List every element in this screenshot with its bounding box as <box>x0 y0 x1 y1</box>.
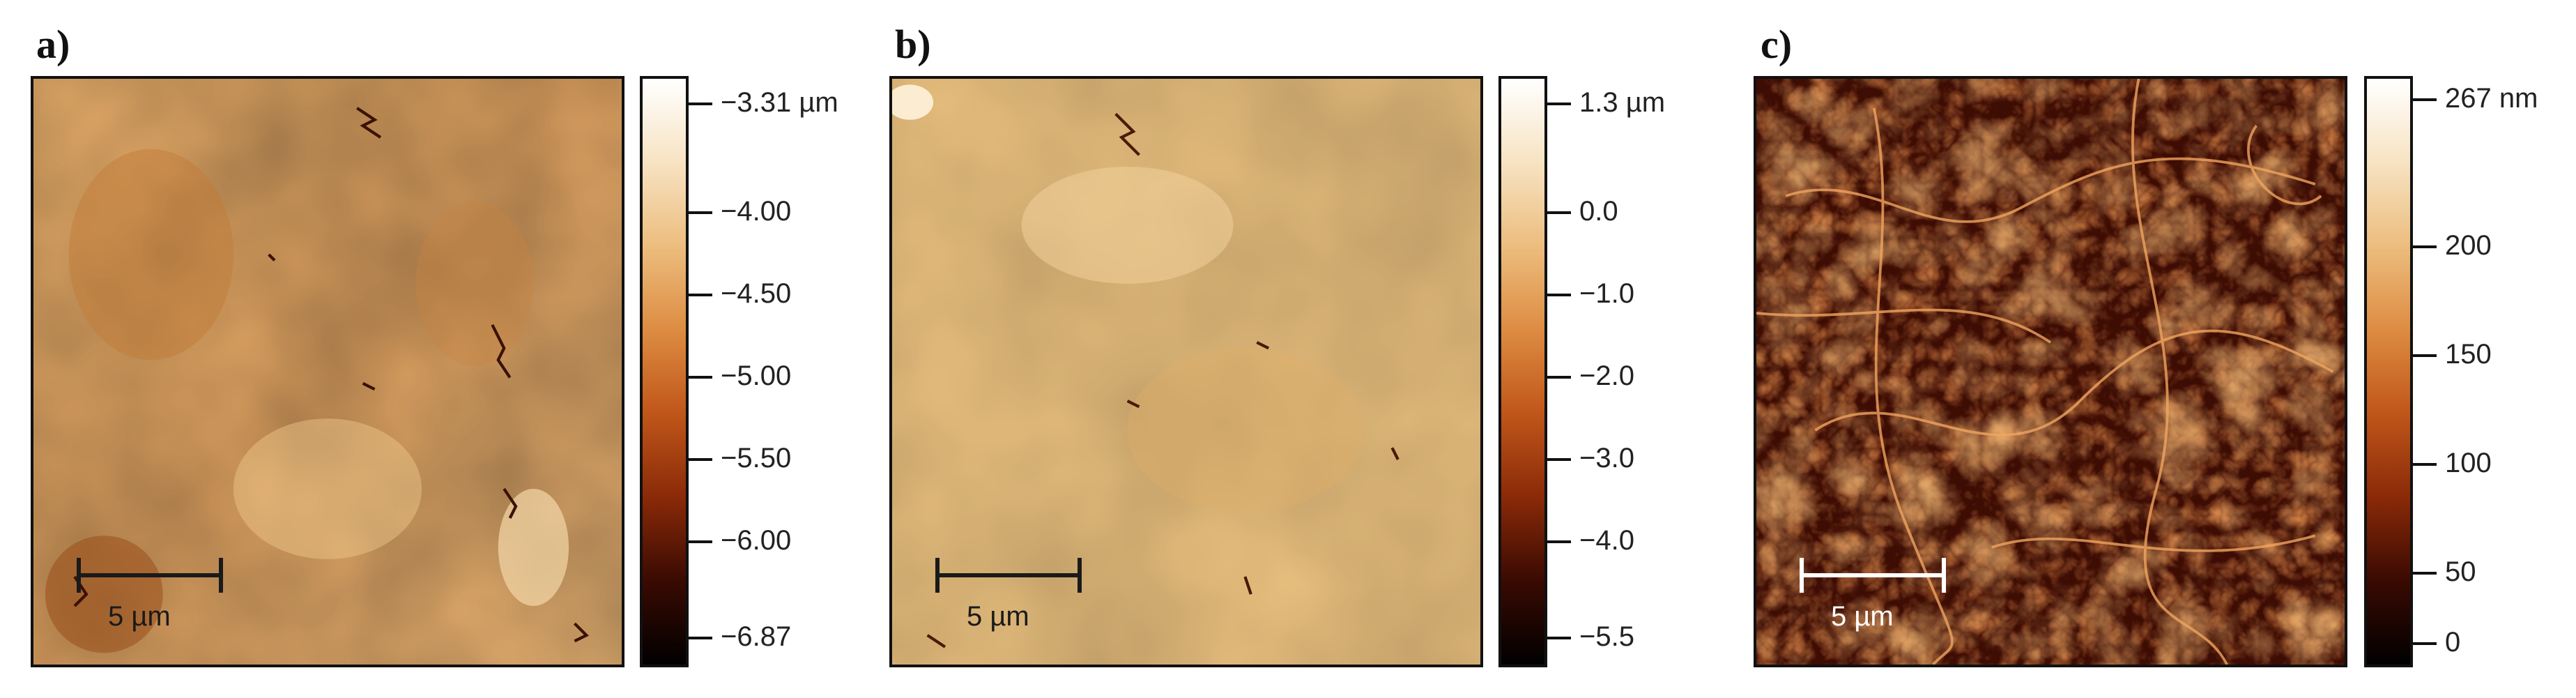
colorbar-ticks-c: 267 nm 200 150 100 50 0 <box>2412 76 2572 667</box>
panel-a: a) 5 µm <box>0 0 859 698</box>
panel-b: b) 5 µm 1.3 µm 0.0 −1.0 −2.0 −3.0 −4.0 <box>859 0 1717 698</box>
colorbar-a <box>640 76 689 667</box>
scale-bar-label: 5 µm <box>1831 601 1894 632</box>
colorbar-b <box>1498 76 1547 667</box>
afm-height-image-a <box>31 76 624 667</box>
colorbar-ticks-b: 1.3 µm 0.0 −1.0 −2.0 −3.0 −4.0 −5.5 <box>1546 76 1706 667</box>
colorbar-ticks-a: −3.31 µm −4.00 −4.50 −5.00 −5.50 −6.00 −… <box>687 76 848 667</box>
scale-bar-label: 5 µm <box>967 601 1029 632</box>
panel-label: a) <box>36 22 70 67</box>
panel-c: c) 5 µm 267 nm 200 150 10 <box>1717 0 2576 698</box>
scale-bar-label: 5 µm <box>108 601 171 632</box>
panel-label: c) <box>1761 22 1793 67</box>
colorbar-c <box>2364 76 2413 667</box>
afm-height-image-b <box>889 76 1483 667</box>
afm-height-image-c <box>1754 76 2347 667</box>
panel-label: b) <box>895 22 931 67</box>
